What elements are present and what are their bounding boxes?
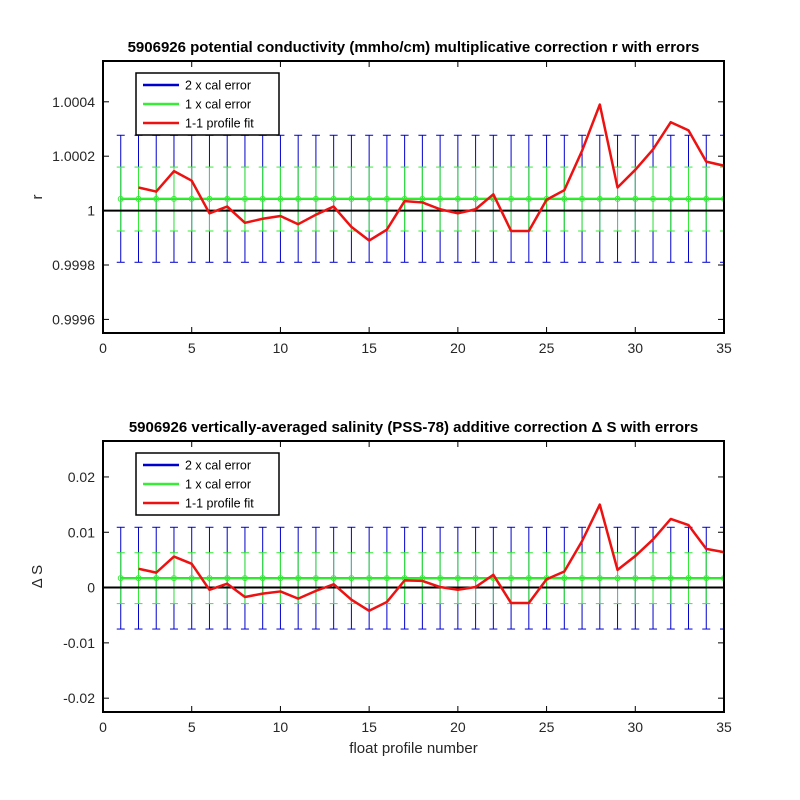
top-x-tick-label: 10 xyxy=(273,340,289,356)
bottom-x-tick-label: 10 xyxy=(273,719,289,735)
bottom-x-tick-label: 15 xyxy=(361,719,377,735)
top-x-tick-label: 30 xyxy=(627,340,643,356)
top-y-tick-label: 1.0004 xyxy=(52,94,95,110)
bottom-x-tick-label: 25 xyxy=(539,719,555,735)
top-y-tick-label: 1.0002 xyxy=(52,148,95,164)
bottom-x-tick-label: 35 xyxy=(716,719,732,735)
bottom-legend-entry-fit: 1-1 profile fit xyxy=(143,497,254,511)
top-panel: 0 5 10 15 20 25 30 35 0.9996 0.9998 1 1.0002 1.0004 5… xyxy=(29,39,732,356)
bottom-x-tick-label: 30 xyxy=(627,719,643,735)
top-y-tick-label: 1 xyxy=(87,203,95,219)
bottom-y-tick-label: 0 xyxy=(87,580,95,596)
bottom-ticks: 0 5 10 15 20 25 30 35 -0.02 -0.01 0 0.01 0.02 xyxy=(63,441,732,735)
bottom-y-tick-label: 0.01 xyxy=(68,524,95,540)
bottom-series-one-x-cal-error xyxy=(116,552,724,605)
top-x-tick-label: 0 xyxy=(99,340,107,356)
bottom-y-axis-label: Δ S xyxy=(29,565,46,588)
top-profile-fit-line xyxy=(138,103,724,242)
top-series-one-x-cal-error xyxy=(116,166,724,232)
top-x-tick-label: 20 xyxy=(450,340,466,356)
bottom-legend: 2 x cal error 1 x cal error 1-1 profile fi… xyxy=(135,452,280,516)
bottom-x-tick-label: 0 xyxy=(99,719,107,735)
top-y-tick-label: 0.9996 xyxy=(52,311,95,327)
top-y-axis-label: r xyxy=(29,195,46,200)
bottom-legend-label-fit: 1-1 profile fit xyxy=(185,497,254,511)
top-errorbar-two-x-35 xyxy=(720,134,724,263)
top-legend-label-fit: 1-1 profile fit xyxy=(185,117,254,131)
top-x-tick-label: 25 xyxy=(539,340,555,356)
bottom-legend-label-one-x: 1 x cal error xyxy=(185,478,251,492)
top-y-tick-label: 0.9998 xyxy=(52,257,95,273)
bottom-x-axis-label: float profile number xyxy=(349,740,477,757)
bottom-y-tick-label: -0.02 xyxy=(63,690,95,706)
bottom-legend-label-two-x: 2 x cal error xyxy=(185,459,251,473)
top-data-layer xyxy=(103,103,724,263)
top-legend-entry-fit: 1-1 profile fit xyxy=(143,117,254,131)
bottom-legend-entry-one-x: 1 x cal error xyxy=(143,478,251,492)
top-chart-title: 5906926 potential conductivity (mmho/cm)… xyxy=(128,39,700,56)
top-x-tick-label: 15 xyxy=(361,340,377,356)
top-x-tick-label: 5 xyxy=(188,340,196,356)
top-legend-label-two-x: 2 x cal error xyxy=(185,79,251,93)
bottom-chart-title: 5906926 vertically-averaged salinity (PS… xyxy=(129,419,698,436)
bottom-panel: 0 5 10 15 20 25 30 35 -0.02 -0.01 0 0.01 0.02 5906926… xyxy=(29,419,732,757)
top-axes-frame xyxy=(102,60,725,334)
bottom-axes-frame xyxy=(102,440,725,713)
bottom-y-tick-label: 0.02 xyxy=(68,469,95,485)
top-legend-entry-two-x: 2 x cal error xyxy=(143,79,251,93)
top-legend-label-one-x: 1 x cal error xyxy=(185,98,251,112)
bottom-errorbar-two-x-35 xyxy=(720,526,724,630)
bottom-x-tick-label: 20 xyxy=(450,719,466,735)
bottom-data-layer xyxy=(103,503,724,630)
bottom-x-tick-label: 5 xyxy=(188,719,196,735)
top-legend-entry-one-x: 1 x cal error xyxy=(143,98,251,112)
bottom-legend-entry-two-x: 2 x cal error xyxy=(143,459,251,473)
bottom-profile-fit-line xyxy=(138,503,724,613)
top-ticks: 0 5 10 15 20 25 30 35 0.9996 0.9998 1 1.0002 1.0004 xyxy=(52,61,732,356)
top-x-tick-label: 35 xyxy=(716,340,732,356)
top-errorbar-one-x-35 xyxy=(720,166,724,232)
top-legend: 2 x cal error 1 x cal error 1-1 profile fi… xyxy=(135,72,280,136)
bottom-y-tick-label: -0.01 xyxy=(63,635,95,651)
